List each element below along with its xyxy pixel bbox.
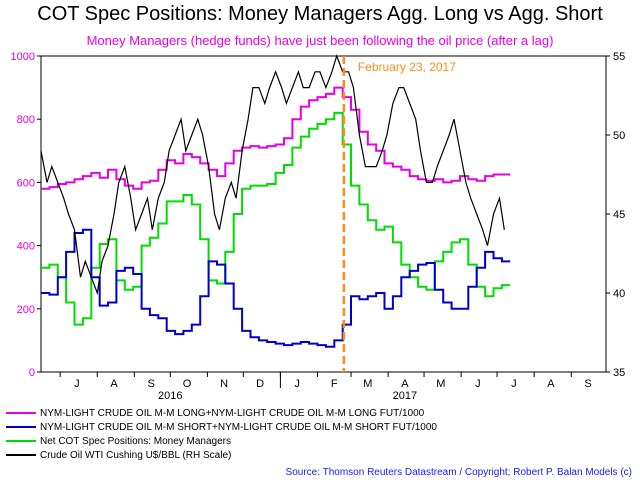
x-tick-label: M: [363, 378, 372, 390]
legend-label-net: Net COT Spec Positions: Money Managers: [40, 436, 232, 447]
legend-item-wti: Crude Oil WTI Cushing U$/BBL (RH Scale): [6, 450, 231, 462]
x-tick-label: J: [294, 378, 300, 390]
y-left-tick-label: 600: [17, 177, 35, 189]
legend-label-wti: Crude Oil WTI Cushing U$/BBL (RH Scale): [40, 450, 232, 461]
y-left-tick-label: 800: [17, 114, 35, 126]
annotation-label: February 23, 2017: [358, 60, 456, 74]
x-tick-label: M: [436, 378, 445, 390]
y-right-tick-label: 50: [613, 130, 625, 142]
plot-frame: [40, 55, 607, 373]
chart-title: COT Spec Positions: Money Managers Agg. …: [37, 3, 603, 25]
series-line-1: [41, 228, 511, 348]
x-tick-label: S: [584, 378, 591, 390]
y-left-tick-label: 400: [17, 241, 35, 253]
x-year-label: 2016: [158, 390, 182, 402]
x-tick-label: D: [256, 378, 264, 390]
series-line-3: [40, 54, 505, 296]
x-tick-label: A: [547, 378, 555, 390]
y-left-tick-label: 1000: [11, 51, 35, 63]
x-tick-label: N: [220, 378, 228, 390]
y-left-tick-label: 200: [17, 304, 35, 316]
x-tick-label: A: [401, 378, 409, 390]
legend-swatch-long: [6, 412, 36, 415]
legend-swatch-net: [6, 440, 36, 443]
legend-swatch-wti: [6, 454, 36, 457]
y-right-tick-label: 35: [613, 367, 625, 379]
x-tick-label: J: [74, 378, 80, 390]
legend-item-long: NYM-LIGHT CRUDE OIL M-M LONG+NYM-LIGHT C…: [6, 408, 424, 420]
x-tick-label: S: [147, 378, 154, 390]
x-tick-label: F: [331, 378, 338, 390]
y-right-tick-label: 55: [613, 51, 625, 63]
x-tick-label: O: [183, 378, 192, 390]
x-tick-label: J: [511, 378, 517, 390]
legend-item-net: Net COT Spec Positions: Money Managers: [6, 436, 231, 448]
x-tick-label: A: [110, 378, 118, 390]
legend-item-short: NYM-LIGHT CRUDE OIL M-M SHORT+NYM-LIGHT …: [6, 422, 437, 434]
y-left-tick-label: 0: [29, 367, 35, 379]
legend-label-long: NYM-LIGHT CRUDE OIL M-M LONG+NYM-LIGHT C…: [40, 408, 425, 419]
x-tick-label: J: [475, 378, 481, 390]
series-line-2: [41, 111, 511, 326]
y-right-tick-label: 45: [613, 209, 625, 221]
x-year-label: 2017: [393, 390, 417, 402]
legend-label-short: NYM-LIGHT CRUDE OIL M-M SHORT+NYM-LIGHT …: [40, 422, 437, 433]
chart-subtitle: Money Managers (hedge funds) have just b…: [86, 33, 554, 48]
y-right-tick-label: 40: [613, 288, 625, 300]
legend-swatch-short: [6, 426, 36, 429]
source-note: Source: Thomson Reuters Datastream / Cop…: [285, 467, 632, 478]
